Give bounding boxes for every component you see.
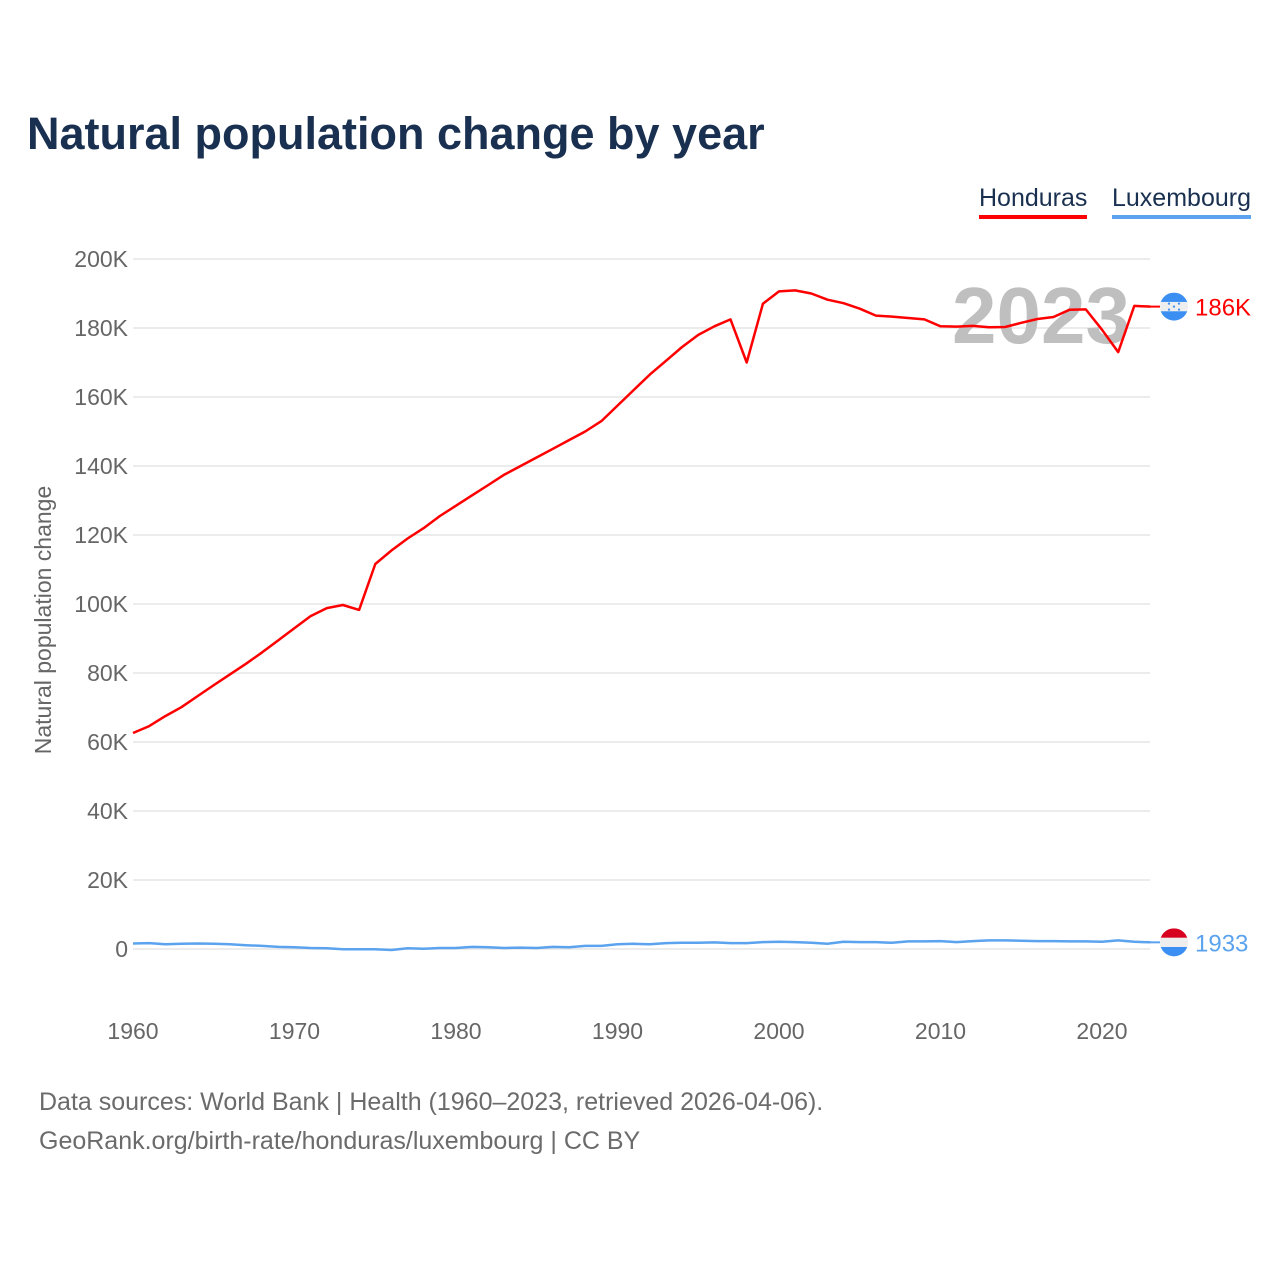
legend-item-luxembourg[interactable]: Luxembourg	[1112, 184, 1251, 219]
y-tick-label: 200K	[74, 246, 128, 272]
y-tick-label: 20K	[87, 867, 129, 893]
x-tick-label: 1970	[269, 1018, 320, 1044]
x-tick-label: 2010	[915, 1018, 966, 1044]
flag-star	[1167, 302, 1171, 305]
y-tick-label: 180K	[74, 315, 128, 341]
footer-sources: Data sources: World Bank | Health (1960–…	[39, 1088, 824, 1116]
x-tick-label: 1990	[592, 1018, 643, 1044]
y-tick-label: 120K	[74, 522, 128, 548]
flag-star	[1177, 302, 1181, 305]
chart-title: Natural population change by year	[27, 108, 765, 159]
end-value-label: 1933	[1195, 930, 1248, 957]
y-tick-label: 80K	[87, 660, 129, 686]
y-tick-label: 0	[115, 936, 128, 962]
y-axis-label: Natural population change	[30, 486, 56, 755]
footer-link[interactable]: GeoRank.org/birth-rate/honduras/luxembou…	[39, 1127, 641, 1155]
luxembourg-flag-icon	[1160, 928, 1188, 957]
legend-item-honduras[interactable]: Honduras	[979, 184, 1088, 219]
y-tick-label: 40K	[87, 798, 129, 824]
flag-stripe	[1160, 292, 1188, 303]
x-tick-label: 1980	[430, 1018, 481, 1044]
flag-stripe	[1160, 946, 1188, 957]
flag-stripe	[1160, 937, 1188, 948]
x-tick-label: 2000	[753, 1018, 804, 1044]
flag-star	[1172, 305, 1176, 308]
series-line-honduras	[132, 289, 1151, 735]
flag-stripe	[1160, 928, 1188, 939]
series-line-luxembourg	[132, 939, 1151, 952]
y-tick-label: 160K	[74, 384, 128, 410]
y-tick-label: 140K	[74, 453, 128, 479]
flag-stripe	[1160, 311, 1188, 321]
y-tick-label: 100K	[74, 591, 128, 617]
x-tick-label: 2020	[1076, 1018, 1127, 1044]
flag-star	[1167, 308, 1171, 311]
end-value-label: 186K	[1195, 295, 1251, 322]
honduras-flag-icon	[1160, 292, 1188, 321]
x-tick-label: 1960	[107, 1018, 158, 1044]
current-year-watermark: 2023	[952, 271, 1130, 360]
flag-star	[1177, 308, 1181, 311]
y-tick-label: 60K	[87, 729, 129, 755]
